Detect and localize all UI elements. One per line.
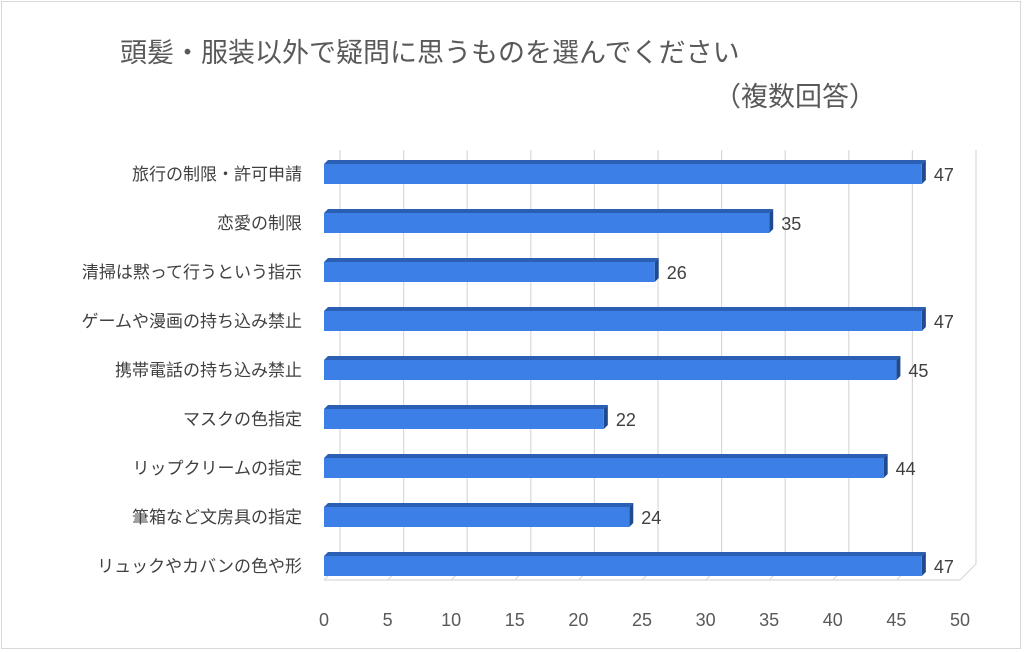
bar [324, 213, 770, 233]
bar-top-face [324, 160, 926, 164]
x-tick-label: 0 [319, 610, 329, 630]
data-label: 24 [641, 508, 661, 528]
bar-side-face [883, 454, 888, 478]
bar-side-face [603, 405, 608, 429]
data-label: 26 [667, 263, 687, 283]
bar-side-face [921, 307, 926, 331]
bar-group [324, 405, 608, 429]
bar-top-face [324, 454, 888, 458]
bar-group [324, 307, 926, 331]
x-tick-label: 10 [441, 610, 461, 630]
bar-top-face [324, 209, 774, 213]
category-labels: 47 旅行の制限・許可申請 35 恋愛の制限 26 清掃は黙って行うという指示 47 ゲームや… [82, 165, 954, 577]
chart-subtitle: （複数回答） [714, 82, 876, 113]
bar-top-face [324, 503, 634, 507]
x-tick-label: 40 [823, 610, 843, 630]
bar [324, 262, 655, 282]
bar-group [324, 503, 634, 527]
data-label: 45 [908, 361, 928, 381]
bar-top-face [324, 356, 901, 360]
x-tick-label: 25 [632, 610, 652, 630]
bar-group [324, 454, 888, 478]
bar-side-face [629, 503, 634, 527]
bar-group [324, 258, 659, 282]
category-label: リュックやカバンの色や形 [97, 557, 302, 577]
data-label: 44 [896, 459, 916, 479]
x-tick-label: 5 [383, 610, 393, 630]
x-tick-label: 50 [950, 610, 970, 630]
category-label: ゲームや漫画の持ち込み禁止 [82, 312, 303, 332]
category-label: 旅行の制限・許可申請 [132, 165, 302, 185]
floor-line-50 [959, 563, 977, 581]
bars [324, 160, 926, 576]
x-axis: 0 5 10 15 20 25 30 35 40 45 50 [319, 610, 970, 630]
x-tick-label: 15 [505, 610, 525, 630]
category-label: 筆箱など文房具の指定 [132, 508, 302, 528]
data-label: 47 [934, 557, 954, 577]
bar [324, 409, 604, 429]
category-label: 清掃は黙って行うという指示 [82, 263, 302, 283]
x-tick-label: 20 [568, 610, 588, 630]
data-label: 35 [781, 214, 801, 234]
bar [324, 360, 897, 380]
bar-group [324, 552, 926, 576]
bar-group [324, 160, 926, 184]
bar-group [324, 209, 774, 233]
bar-side-face [654, 258, 659, 282]
bar-group [324, 356, 901, 380]
bar-side-face [921, 160, 926, 184]
data-label: 22 [616, 410, 636, 430]
x-tick-label: 30 [696, 610, 716, 630]
category-label: マスクの色指定 [183, 410, 302, 430]
bar [324, 507, 630, 527]
data-label: 47 [934, 165, 954, 185]
bar-top-face [324, 307, 926, 311]
bar-side-face [921, 552, 926, 576]
bar-side-face [769, 209, 774, 233]
bar-top-face [324, 405, 608, 409]
category-label: リップクリームの指定 [133, 459, 303, 479]
bar [324, 164, 922, 184]
data-label: 47 [934, 312, 954, 332]
category-label: 恋愛の制限 [217, 213, 302, 234]
chart-title: 頭髪・服装以外で疑問に思うものを選んでください [120, 38, 740, 69]
bar [324, 311, 922, 331]
bar [324, 556, 922, 576]
bar-top-face [324, 258, 659, 262]
category-label: 携帯電話の持ち込み禁止 [115, 361, 302, 381]
bar-top-face [324, 552, 926, 556]
bar-side-face [896, 356, 901, 380]
x-tick-label: 45 [886, 610, 906, 630]
x-tick-label: 35 [759, 610, 779, 630]
bar [324, 458, 884, 478]
